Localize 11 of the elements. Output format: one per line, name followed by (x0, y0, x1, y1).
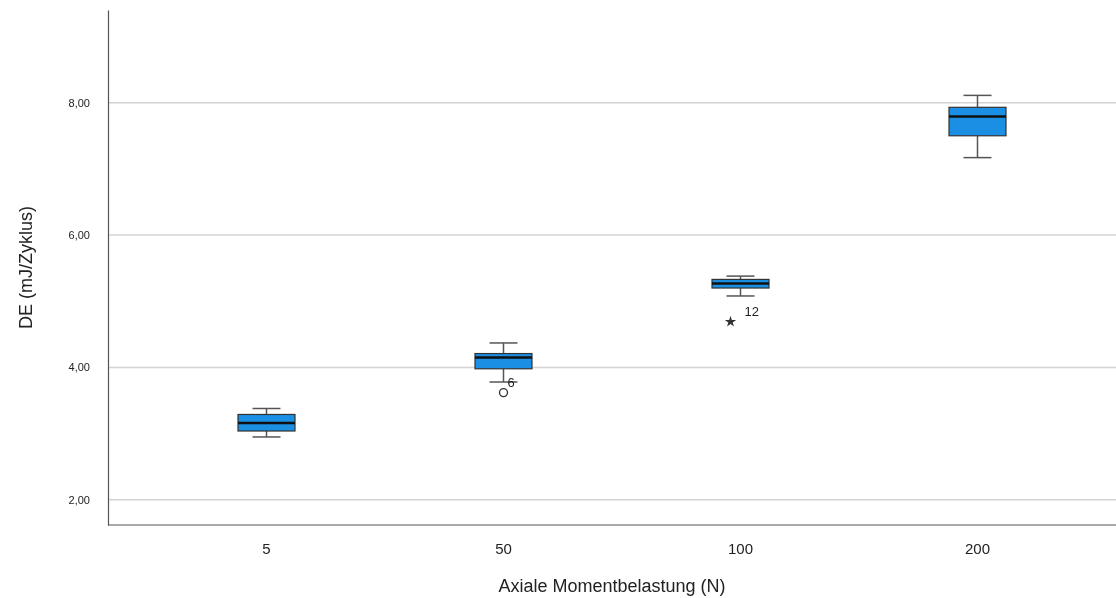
x-tick-label: 50 (495, 539, 512, 557)
x-axis-title: Axiale Momentbelastung (N) (498, 576, 726, 596)
y-tick-label: 6,00 (68, 229, 90, 242)
y-tick-label: 2,00 (68, 493, 90, 506)
x-tick-label: 100 (727, 539, 754, 557)
y-axis-title: DE (mJ/Zyklus) (16, 206, 36, 329)
x-tick-label: 5 (262, 539, 271, 557)
x-tick-label: 200 (964, 539, 991, 557)
y-tick-label: 8,00 (68, 96, 90, 109)
annotation: 12 (744, 303, 759, 319)
y-tick-label: 4,00 (68, 361, 90, 374)
